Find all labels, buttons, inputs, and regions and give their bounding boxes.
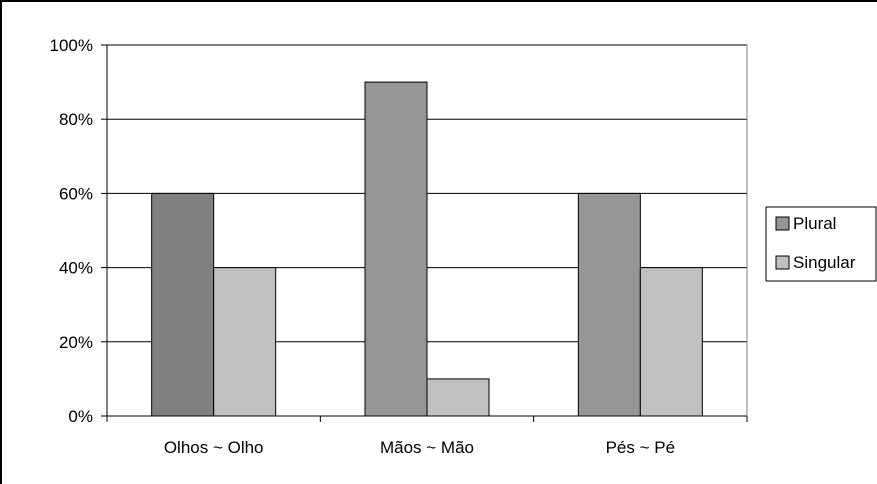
y-tick-label: 60% xyxy=(59,184,93,203)
bar-plural-1 xyxy=(364,81,428,417)
y-tick-label: 80% xyxy=(59,110,93,129)
axes xyxy=(101,44,748,422)
x-tick-labels: Olhos ~ Olho Mãos ~ Mão Pés ~ Pé xyxy=(164,438,675,457)
y-tick-labels: 0% 20% 40% 60% 80% 100% xyxy=(50,36,93,426)
y-tick-label: 0% xyxy=(68,407,93,426)
bar-plural-0 xyxy=(151,192,215,417)
bars xyxy=(151,81,703,417)
y-tick-label: 40% xyxy=(59,259,93,278)
x-tick-label: Mãos ~ Mão xyxy=(380,438,474,457)
legend-swatch-plural xyxy=(775,216,790,231)
y-tick-label: 100% xyxy=(50,36,93,55)
bar-singular-1 xyxy=(426,378,490,417)
bar-plural-2 xyxy=(577,192,641,417)
legend-label-plural: Plural xyxy=(793,214,836,233)
x-tick-label: Pés ~ Pé xyxy=(606,438,675,457)
bar-singular-0 xyxy=(213,267,277,417)
x-tick-label: Olhos ~ Olho xyxy=(164,438,264,457)
y-tick-label: 20% xyxy=(59,333,93,352)
bar-singular-2 xyxy=(639,267,703,417)
legend-swatch-singular xyxy=(775,255,790,270)
legend-label-singular: Singular xyxy=(793,253,856,272)
legend: Plural Singular xyxy=(765,206,877,282)
